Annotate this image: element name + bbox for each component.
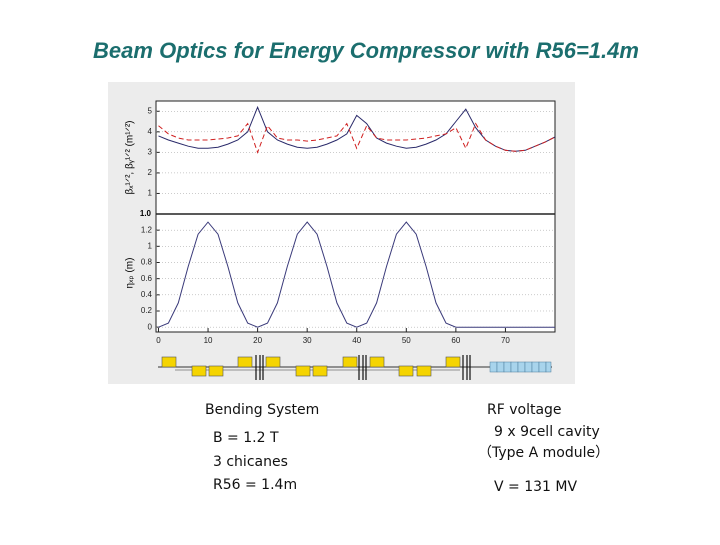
series-line (158, 221, 555, 328)
rf-line: 9 x 9cell cavity (494, 424, 600, 440)
x-tick-label: 10 (204, 336, 213, 345)
y-tick-label: 1.2 (141, 225, 153, 234)
y-tick-label: 3 (148, 147, 153, 156)
series-line (158, 105, 556, 152)
y-tick-label: 0 (148, 322, 153, 331)
x-tick-label: 50 (402, 336, 411, 345)
y-tick-label: 0.8 (141, 258, 153, 267)
series-line (158, 122, 556, 154)
y-tick-label: 2 (148, 168, 153, 177)
y-tick-label: 5 (148, 106, 153, 115)
y-tick-label: 1 (148, 189, 153, 198)
x-tick-label: 70 (501, 336, 510, 345)
x-tick-label: 30 (303, 336, 312, 345)
y-tick-label: 0.2 (141, 306, 153, 315)
bending-line: B = 1.2 T (213, 430, 279, 446)
beamline (158, 355, 552, 380)
bending-line: 3 chicanes (213, 454, 288, 470)
slide-title: Beam Optics for Energy Compressor with R… (93, 38, 639, 63)
x-tick-label: 60 (451, 336, 460, 345)
rf-voltage: V = 131 MV (494, 479, 577, 495)
bending-heading: Bending System (205, 402, 319, 418)
y-tick-label: 4 (148, 127, 153, 136)
y-tick-label: 1 (148, 241, 153, 250)
x-tick-label: 20 (253, 336, 262, 345)
x-tick-label: 40 (352, 336, 361, 345)
x-tick-label: 0 (156, 336, 161, 345)
rf-line: （Type A module） (478, 445, 609, 461)
y-axis-label: βₓ¹ᐟ², βᵧ¹ᐟ² (m¹ᐟ²) (125, 120, 136, 194)
y-tick-label: 0.6 (141, 274, 153, 283)
bending-line: R56 = 1.4m (213, 477, 297, 493)
plot-frame (155, 100, 556, 333)
y-axis-label: ηₓₚ (m) (125, 258, 136, 289)
y-tick-label: 0.4 (141, 290, 153, 299)
panel-note: 1.0 (140, 209, 152, 218)
rf-heading: RF voltage (487, 402, 562, 418)
